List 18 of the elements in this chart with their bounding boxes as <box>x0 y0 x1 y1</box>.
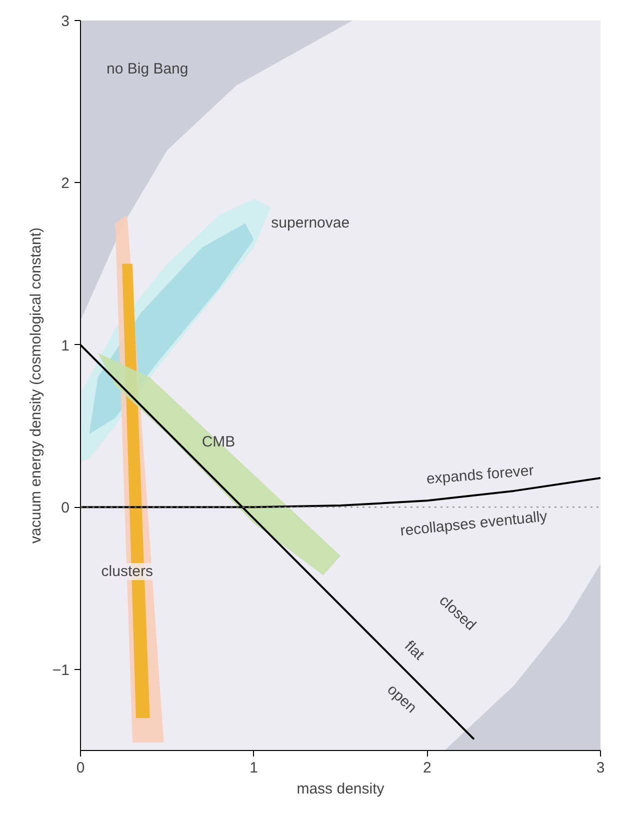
annotation: no Big Bang <box>106 60 188 78</box>
x-tick-label: 1 <box>250 760 258 776</box>
y-tick-label: 3 <box>61 13 70 30</box>
x-tick-label: 2 <box>422 760 432 776</box>
y-tick-label: −1 <box>52 662 70 679</box>
annotation: expands forever <box>426 462 534 488</box>
x-tick-label: 0 <box>76 760 85 776</box>
y-tick-label: 0 <box>61 500 70 517</box>
annotation: supernovae <box>271 214 350 232</box>
annotation: clusters <box>101 563 153 580</box>
x-axis-title: mass density <box>296 780 385 798</box>
annotation: CMB <box>202 433 236 450</box>
x-tick-label: 3 <box>596 760 605 776</box>
annotation: flat <box>401 637 428 664</box>
y-tick-label: 2 <box>61 175 70 192</box>
y-axis-title: vacuum energy density (cosmological constant) <box>27 228 44 544</box>
annotation: recollapses eventually <box>399 508 549 540</box>
y-tick-label: 1 <box>61 337 70 354</box>
